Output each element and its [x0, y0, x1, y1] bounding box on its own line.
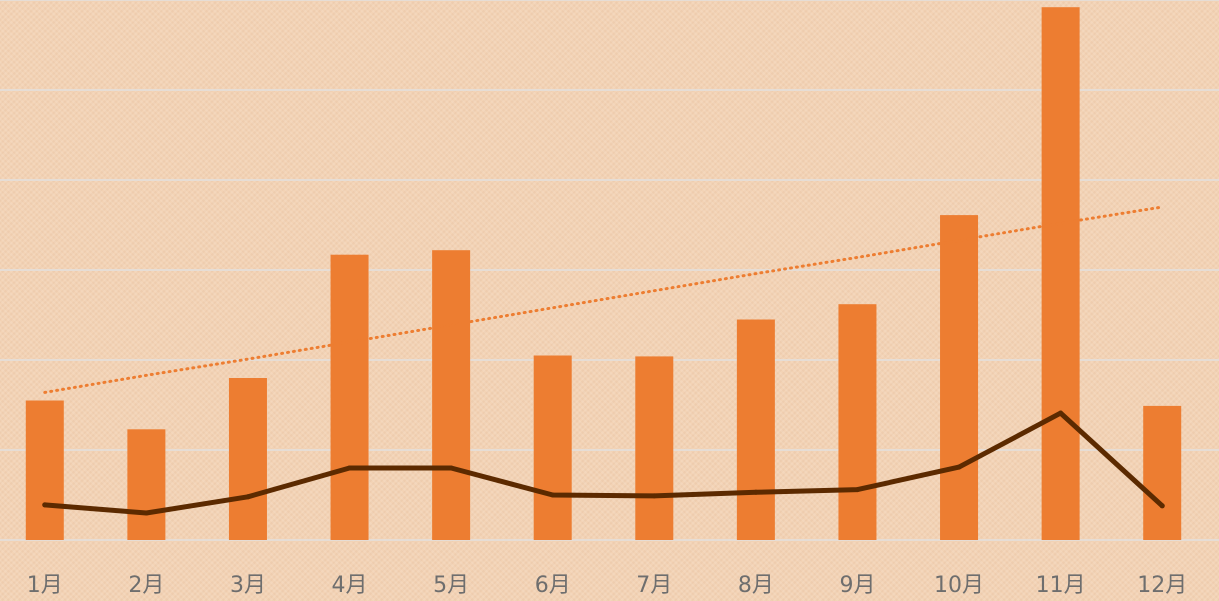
x-tick-label: 5月 — [433, 573, 469, 598]
line-series-path — [42, 410, 1165, 516]
line-point — [753, 489, 759, 495]
x-tick-label: 7月 — [636, 573, 672, 598]
line-point — [651, 493, 657, 499]
bar — [1143, 405, 1182, 540]
x-tick-label: 10月 — [934, 573, 984, 598]
x-tick-label: 3月 — [230, 573, 266, 598]
bar — [838, 304, 877, 540]
x-tick-label: 9月 — [839, 573, 875, 598]
bar — [1041, 7, 1080, 540]
bar — [736, 319, 775, 540]
line-point — [143, 510, 149, 516]
gridlines — [0, 0, 1219, 541]
bar — [330, 254, 369, 540]
bar — [25, 400, 64, 540]
x-tick-label: 12月 — [1137, 573, 1187, 598]
trendline — [43, 205, 1164, 394]
x-tick-label: 6月 — [535, 573, 571, 598]
x-tick-label: 1月 — [27, 573, 63, 598]
line-series — [42, 410, 1165, 516]
x-tick-label: 2月 — [128, 573, 164, 598]
line-point — [956, 464, 962, 470]
line-point — [245, 494, 251, 500]
x-tick-label: 4月 — [332, 573, 368, 598]
bar — [432, 250, 471, 540]
bar — [635, 356, 674, 540]
line-point — [42, 502, 48, 508]
bar — [228, 378, 267, 540]
trendline-series — [43, 205, 1164, 394]
line-point — [854, 487, 860, 493]
bar — [533, 355, 572, 540]
bar-series — [25, 7, 1182, 540]
line-point — [1058, 410, 1064, 416]
bar — [127, 429, 166, 540]
x-axis-tick-labels: 1月 2月 3月 4月 5月 6月 7月 8月 9月 10月 11月 12月 — [27, 573, 1187, 598]
bar — [940, 215, 979, 540]
line-point — [550, 492, 556, 498]
x-tick-label: 8月 — [738, 573, 774, 598]
x-tick-label: 11月 — [1036, 573, 1086, 598]
line-point — [1159, 503, 1165, 509]
line-point — [347, 465, 353, 471]
line-point — [448, 465, 454, 471]
